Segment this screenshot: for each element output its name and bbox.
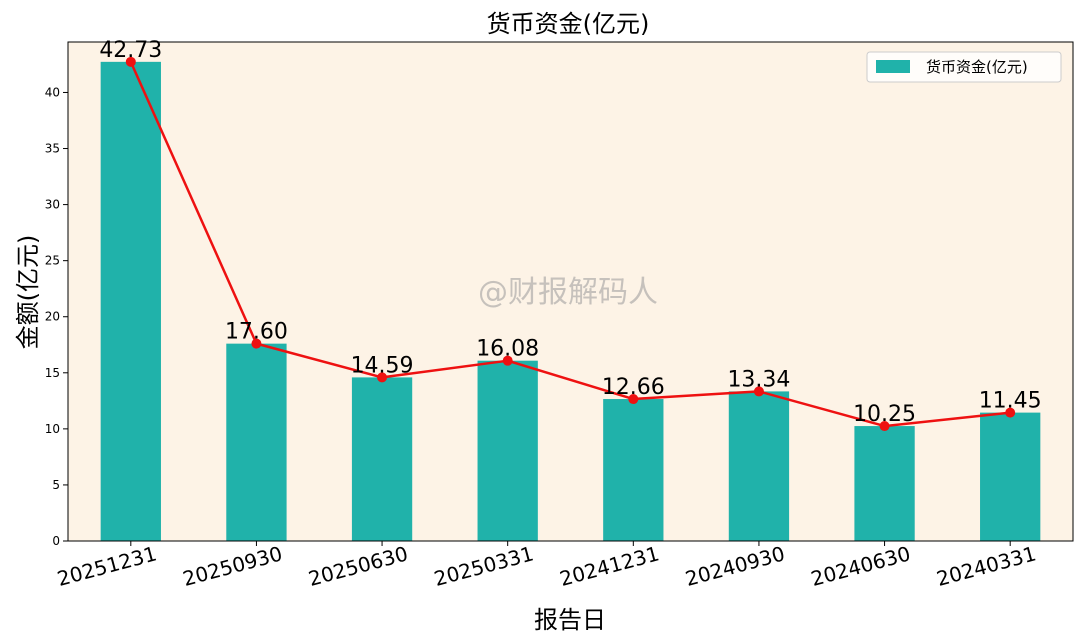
watermark: @财报解码人	[478, 275, 658, 310]
x-tick-label-20250630: 20250630	[306, 541, 411, 591]
trend-point-20240630	[879, 421, 890, 432]
trend-point-20241231	[628, 394, 639, 405]
trend-line	[129, 61, 1011, 428]
y-tick-label-30: 30	[45, 198, 60, 212]
chart-title: 货币资金(亿元)	[487, 10, 650, 38]
y-tick-label-15: 15	[45, 366, 60, 380]
x-tick-label-20250331: 20250331	[431, 541, 536, 591]
bars-layer	[100, 61, 1041, 541]
trend-point-20250331	[502, 355, 513, 366]
x-tick-label-20250930: 20250930	[180, 541, 285, 591]
bar-20250331	[477, 360, 538, 541]
x-axis-label: 报告日	[534, 606, 606, 634]
data-label-20250331: 16.08	[476, 337, 539, 362]
y-tick-label-5: 5	[52, 478, 60, 492]
y-tick-label-0: 0	[52, 534, 60, 548]
y-tick-label-35: 35	[45, 142, 60, 156]
trend-line-layer	[125, 56, 1016, 432]
x-axis: 20251231 20250930 20250630 20250331 20241231…	[55, 541, 1039, 591]
y-tick-label-25: 25	[45, 254, 60, 268]
trend-point-20250930	[251, 338, 262, 349]
legend-swatch	[876, 60, 910, 73]
bar-20240930	[728, 391, 790, 541]
legend-label: 货币资金(亿元)	[926, 58, 1028, 76]
x-tick-label-20240930: 20240930	[683, 541, 788, 591]
x-tick-label-20240630: 20240630	[808, 541, 913, 591]
trend-point-20240331	[1005, 407, 1016, 418]
data-label-20240331: 11.45	[979, 389, 1042, 414]
data-label-20240630: 10.25	[853, 402, 916, 427]
y-axis-label: 金额(亿元)	[14, 235, 42, 350]
trend-point-20240930	[753, 386, 764, 397]
y-axis: 0 5 10 15 20 25 30 35 40	[45, 85, 68, 548]
y-tick-label-20: 20	[45, 310, 60, 324]
legend: 货币资金(亿元)	[866, 51, 1062, 83]
y-tick-label-40: 40	[45, 85, 60, 99]
x-tick-label-20241231: 20241231	[557, 541, 662, 591]
y-tick-label-10: 10	[45, 422, 60, 436]
bar-20251231	[100, 61, 161, 541]
trend-point-20250630	[377, 372, 388, 383]
bar-20240630	[854, 426, 915, 541]
plot-frame	[67, 41, 1074, 542]
bar-20241231	[603, 399, 664, 541]
data-label-20240930: 13.34	[727, 367, 790, 392]
bar-20240331	[980, 412, 1041, 541]
data-label-20250630: 14.59	[351, 353, 414, 378]
x-tick-label-20251231: 20251231	[55, 541, 160, 591]
x-tick-label-20240331: 20240331	[934, 541, 1039, 591]
trend-point-20251231	[125, 56, 136, 67]
data-label-20241231: 12.66	[602, 375, 665, 400]
legend-box	[866, 51, 1062, 83]
bar-20250630	[351, 377, 413, 541]
bar-20250930	[226, 343, 287, 541]
data-label-20250930: 17.60	[225, 320, 288, 345]
